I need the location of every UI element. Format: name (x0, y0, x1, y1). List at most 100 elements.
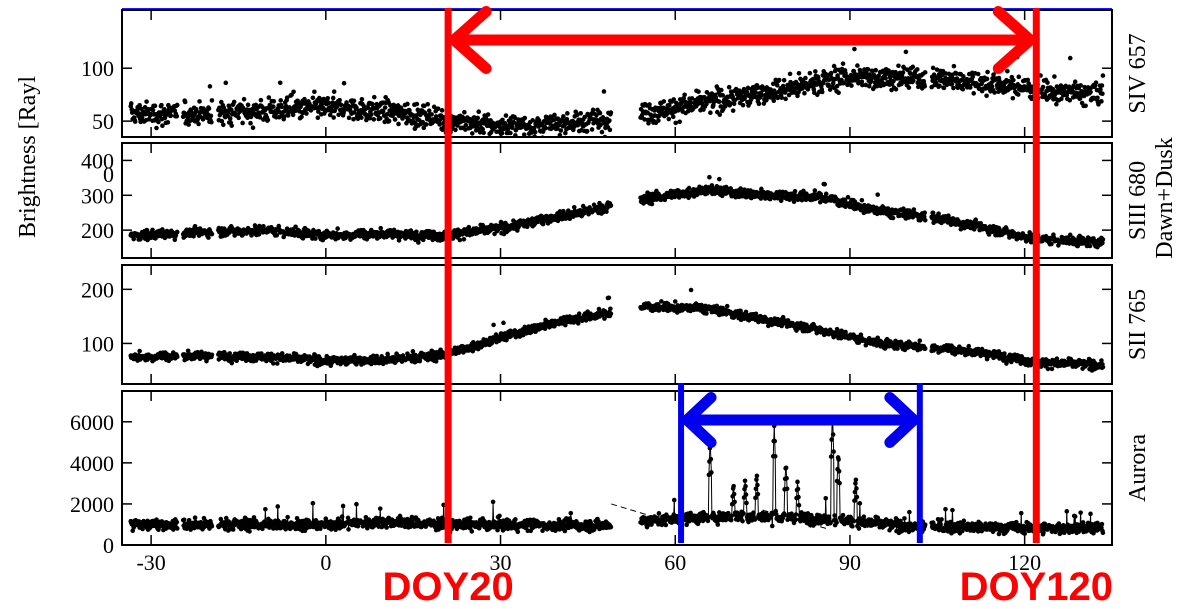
data-point (154, 125, 159, 131)
data-point (795, 93, 800, 99)
data-point (911, 78, 916, 83)
data-point (285, 113, 291, 118)
data-point (565, 111, 570, 116)
data-point (352, 110, 357, 115)
data-point (602, 134, 608, 137)
data-point (291, 89, 296, 95)
data-point (606, 295, 612, 301)
data-point (903, 49, 909, 55)
data-point (989, 84, 995, 89)
data-point (696, 89, 701, 94)
data-point (836, 90, 841, 96)
data-point (283, 103, 289, 109)
data-point (1056, 243, 1061, 248)
data-point (209, 231, 215, 237)
panel-frame-siii680 (121, 142, 1113, 259)
data-point (392, 117, 398, 122)
data-point (841, 80, 846, 86)
data-point (906, 85, 912, 90)
series-siv657 (128, 46, 1106, 137)
data-point (500, 117, 505, 123)
data-point (207, 84, 213, 89)
data-point (293, 224, 298, 230)
data-point (681, 96, 686, 101)
data-point (761, 101, 767, 106)
data-point (896, 63, 901, 69)
data-point (453, 127, 458, 133)
data-point (481, 130, 486, 136)
data-point (934, 67, 940, 72)
data-point (208, 113, 214, 119)
data-point (1067, 55, 1073, 61)
data-point (245, 102, 251, 108)
data-point (1016, 74, 1022, 80)
data-point (589, 127, 595, 132)
data-point (299, 114, 304, 120)
data-point (302, 96, 307, 102)
panel-frame-siv657 (121, 9, 1113, 138)
data-point (326, 100, 332, 106)
data-points (128, 46, 1106, 537)
data-point (335, 226, 340, 231)
data-point (219, 118, 225, 124)
data-point (485, 112, 491, 117)
data-point (329, 104, 335, 109)
data-point (709, 91, 715, 96)
data-point (403, 110, 409, 116)
data-point (741, 86, 747, 92)
data-point (1100, 91, 1105, 96)
data-point (951, 63, 957, 69)
data-point (608, 110, 614, 115)
data-point (740, 102, 746, 108)
data-point (265, 117, 271, 123)
data-point (780, 314, 786, 320)
data-point (455, 123, 460, 128)
data-point (331, 89, 337, 94)
data-point (802, 90, 807, 96)
data-point (227, 351, 233, 356)
data-point (855, 63, 860, 68)
data-point (949, 81, 955, 87)
data-point (863, 82, 869, 88)
data-point (1072, 79, 1078, 84)
data-point (174, 114, 180, 119)
data-point (192, 223, 198, 229)
data-point (327, 112, 333, 118)
data-point (185, 348, 191, 354)
data-point (271, 99, 277, 104)
data-point (144, 227, 150, 233)
data-point (922, 210, 928, 215)
data-point (792, 188, 798, 194)
data-point (1049, 241, 1054, 247)
data-point (425, 101, 431, 107)
data-point (429, 112, 434, 117)
data-point (608, 306, 613, 312)
data-point (807, 70, 813, 76)
data-point (197, 99, 202, 104)
data-point (152, 103, 158, 109)
data-point (386, 118, 392, 124)
data-point (396, 121, 401, 127)
data-point (1088, 89, 1093, 95)
data-point (371, 94, 377, 100)
data-point (686, 185, 692, 191)
data-point (810, 76, 816, 82)
data-point (905, 67, 910, 73)
data-point (417, 358, 423, 364)
data-point (859, 197, 865, 203)
data-point (1098, 87, 1103, 92)
data-point (922, 218, 928, 223)
data-point (871, 73, 877, 79)
data-point (845, 194, 851, 200)
data-point (875, 192, 880, 197)
data-point (597, 110, 603, 116)
data-point (661, 105, 666, 111)
data-point (484, 117, 489, 122)
data-point (346, 115, 352, 121)
data-point (236, 115, 241, 121)
data-point (661, 99, 667, 104)
data-point (1040, 84, 1046, 90)
data-point (819, 89, 825, 95)
data-point (337, 97, 342, 103)
